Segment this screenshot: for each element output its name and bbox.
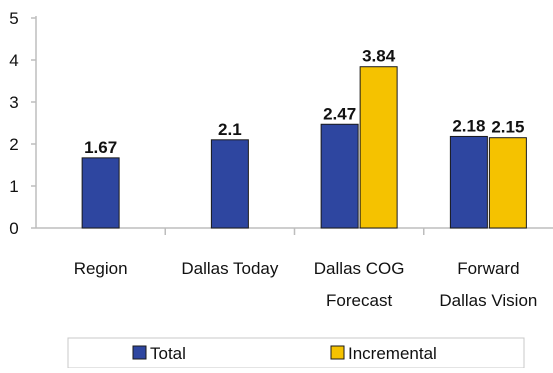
x-category-label: Region xyxy=(74,259,128,278)
y-tick-label: 5 xyxy=(9,9,18,28)
bar-total-2 xyxy=(320,123,359,229)
x-category-label: Dallas COG xyxy=(314,259,405,278)
bar-incremental-2 xyxy=(359,66,398,229)
x-category-label: Dallas Vision xyxy=(439,291,537,310)
y-tick-label: 2 xyxy=(9,135,18,154)
y-tick-label: 0 xyxy=(9,219,18,238)
legend: Total Incremental xyxy=(67,337,525,369)
data-label: 1.67 xyxy=(84,138,117,157)
legend-label-incremental: Incremental xyxy=(348,344,437,363)
bar-layer xyxy=(81,66,527,229)
bar-incremental-3 xyxy=(488,137,527,229)
x-category-label: Dallas Today xyxy=(181,259,279,278)
data-label: 2.47 xyxy=(323,104,356,123)
legend-swatch-incremental xyxy=(330,345,345,360)
y-tick-label: 1 xyxy=(9,177,18,196)
legend-swatch-total xyxy=(132,345,147,360)
data-label-layer: 1.67 2.1 2.47 3.84 2.18 2.15 xyxy=(84,47,524,157)
bar-total-3 xyxy=(449,135,488,229)
data-label: 3.84 xyxy=(362,47,396,66)
y-tick-label: 3 xyxy=(9,93,18,112)
x-category-label: Forecast xyxy=(326,291,392,310)
data-label: 2.1 xyxy=(218,120,242,139)
data-label: 2.18 xyxy=(452,116,485,135)
y-tick-label: 4 xyxy=(9,51,18,70)
x-category-label: Forward xyxy=(457,259,519,278)
bar-total-1 xyxy=(210,139,249,229)
legend-label-total: Total xyxy=(150,344,186,363)
bar-total-0 xyxy=(81,157,120,229)
data-label: 2.15 xyxy=(491,118,524,137)
axis-layer: 0 1 2 3 4 5 Region Dallas Today Dallas COG Foreca… xyxy=(9,9,553,310)
